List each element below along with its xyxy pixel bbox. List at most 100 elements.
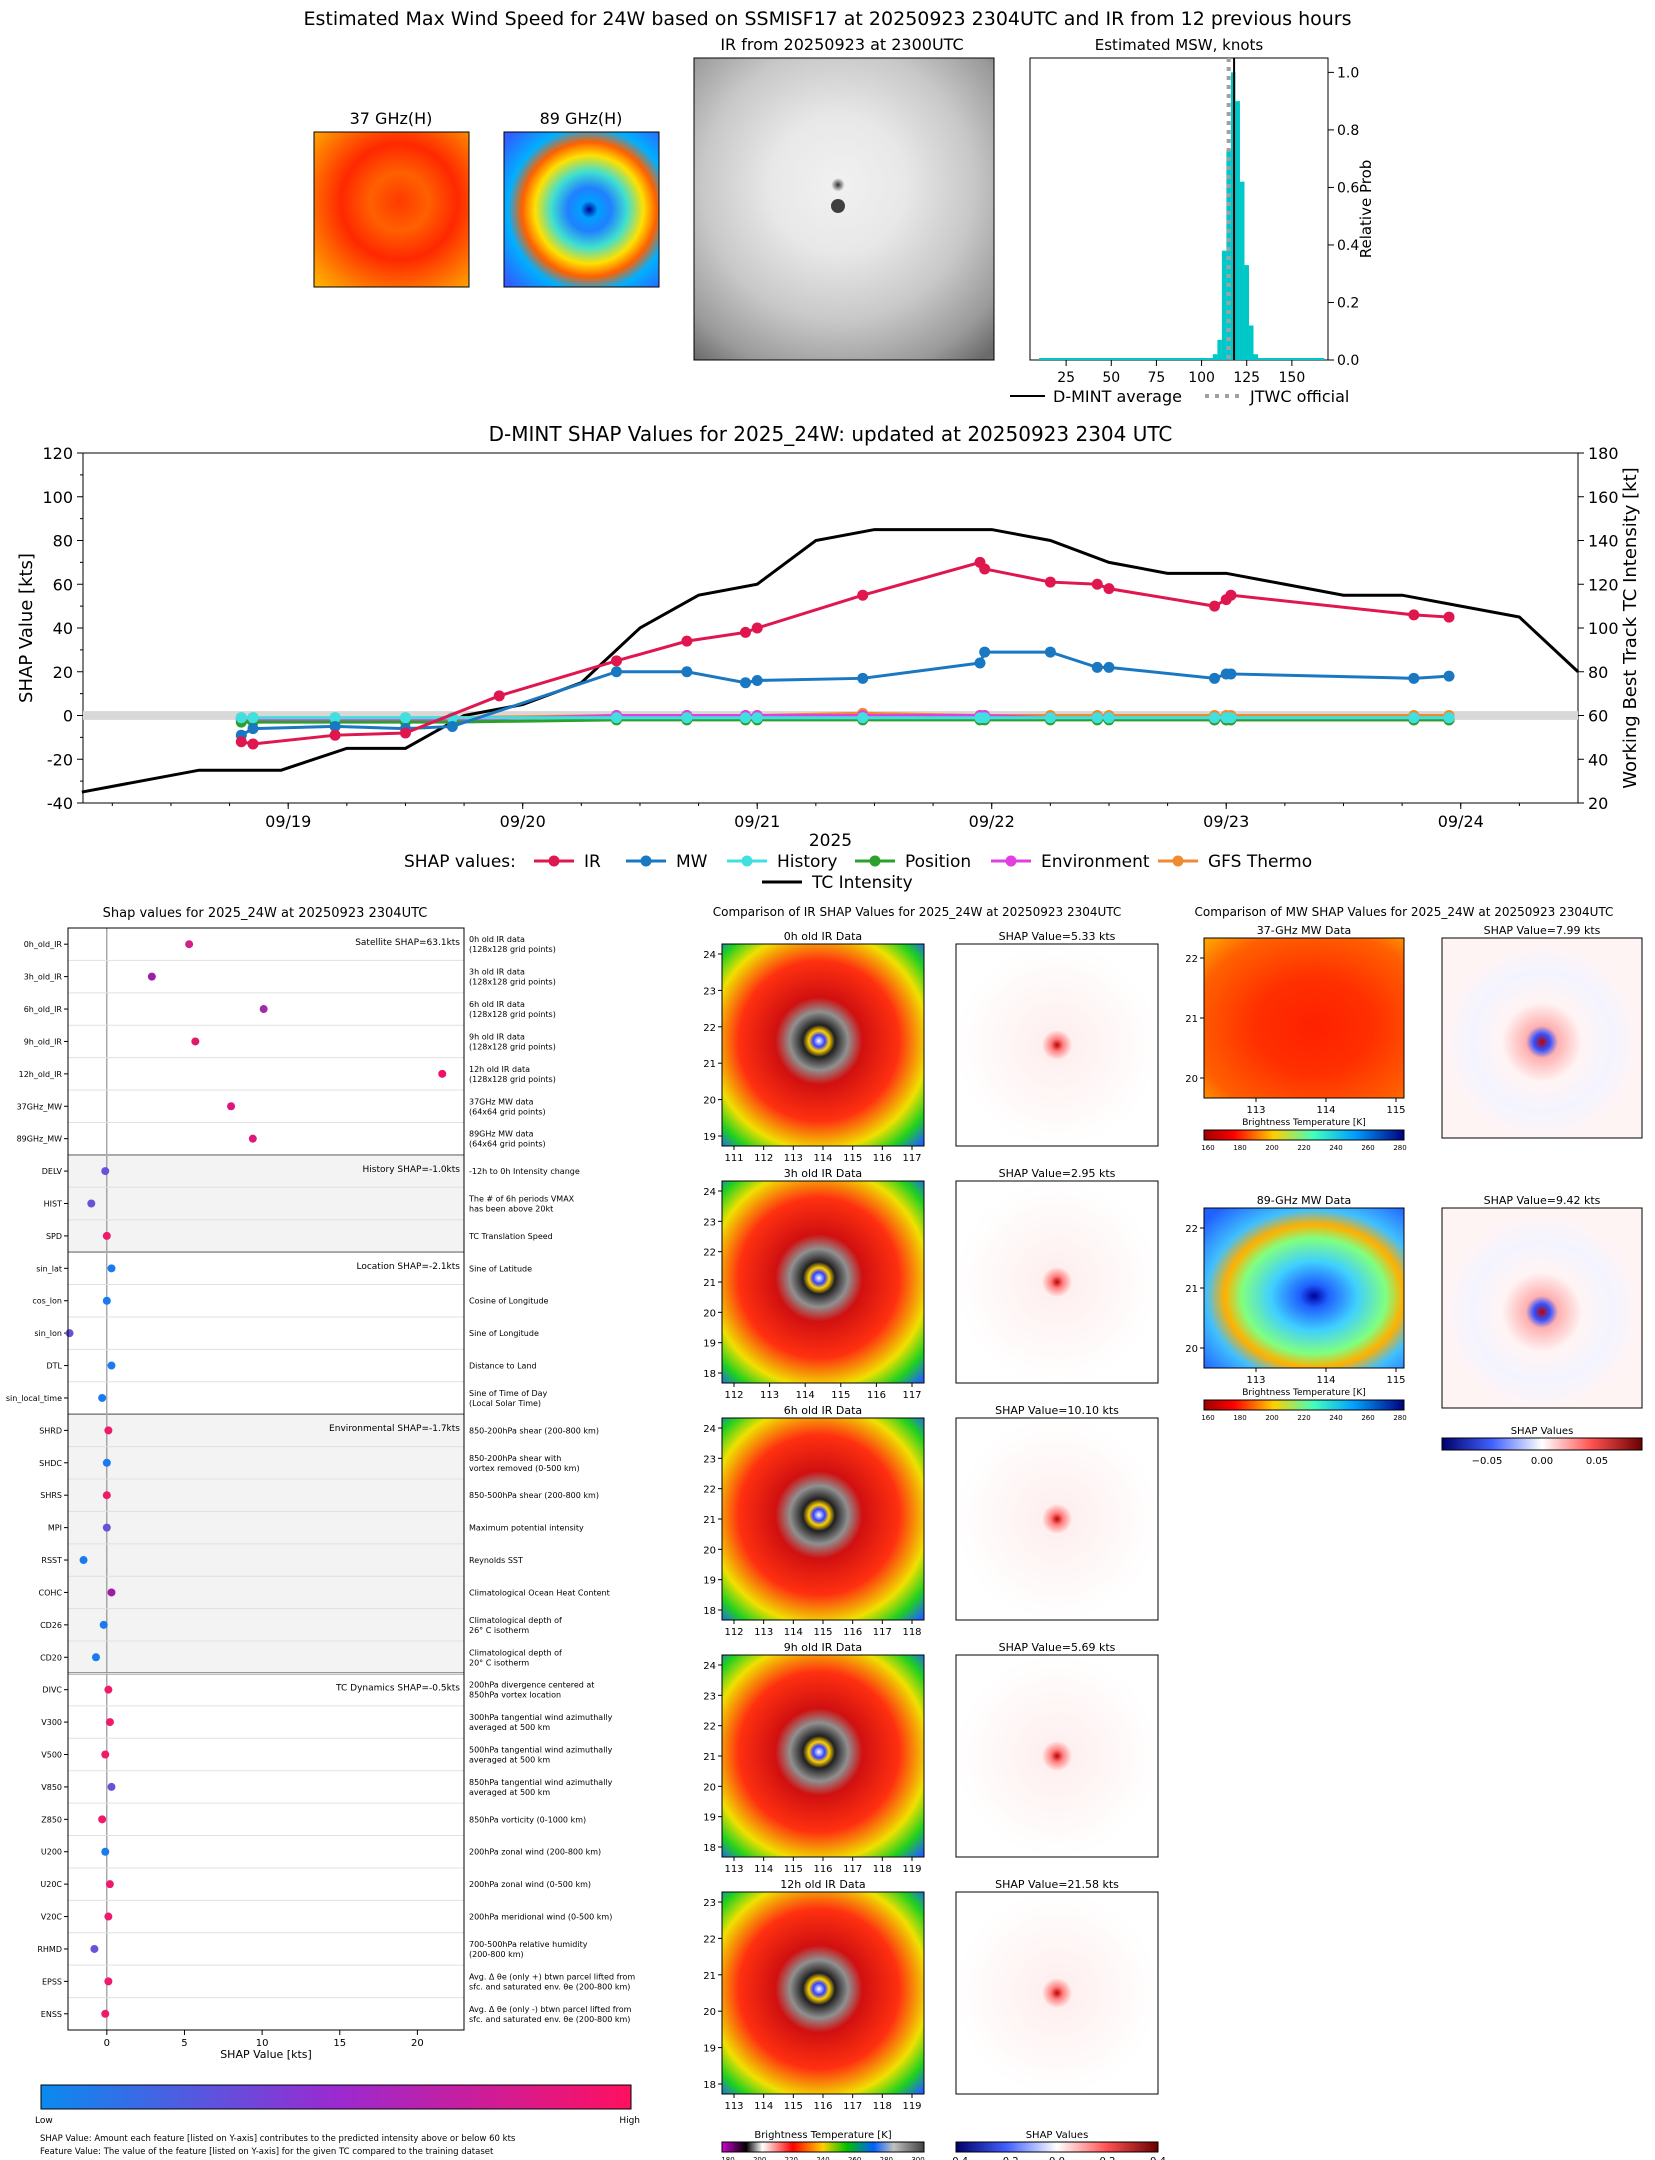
feature-point <box>104 1977 113 1986</box>
ir-image <box>721 943 925 1147</box>
feature-description: sfc. and saturated env. θe (200-800 km) <box>469 1982 630 1991</box>
legend-marker <box>640 855 652 867</box>
mw-colorbar-tick: 180 <box>1233 1144 1246 1152</box>
ir-row-title: 3h old IR Data <box>784 1167 862 1180</box>
feature-label: V850 <box>41 1783 62 1792</box>
ir-xtick-label: 113 <box>760 1390 779 1401</box>
ir-colorbar-tick: 220 <box>785 2156 798 2160</box>
ir-row-title: 9h old IR Data <box>784 1641 862 1654</box>
mw-colorbar <box>1203 1129 1405 1141</box>
ir-xtick-label: 118 <box>873 1864 892 1875</box>
ir-ytick-label: 22 <box>703 1248 716 1259</box>
feature-description: (64x64 grid points) <box>469 1107 546 1116</box>
ir-xtick-label: 117 <box>902 1390 921 1401</box>
ir-row-title: 6h old IR Data <box>784 1404 862 1417</box>
mw-shap-title: SHAP Value=9.42 kts <box>1484 1194 1601 1207</box>
msw-xtick-label: 125 <box>1233 370 1260 386</box>
feature-label: 9h_old_IR <box>24 1037 63 1046</box>
series-point-history <box>329 712 341 724</box>
ir-ytick-label: 23 <box>703 1217 716 1228</box>
feature-description: Climatological Ocean Heat Content <box>469 1588 610 1597</box>
legend-marker <box>869 855 881 867</box>
feature-description: 89GHz MW data <box>469 1130 534 1139</box>
beeswarm-xlabel: SHAP Value [kts] <box>220 2048 312 2061</box>
msw-ytick-label: 0.8 <box>1337 123 1359 139</box>
mw-colorbar-tick: 240 <box>1329 1414 1342 1422</box>
mw-colorbar-tick: 160 <box>1201 1414 1214 1422</box>
ir-ytick-label: 21 <box>703 1515 716 1526</box>
msw-bar <box>1226 150 1231 360</box>
feature-description: 850-500hPa shear (200-800 km) <box>469 1491 599 1500</box>
ir-ytick-label: 20 <box>703 1096 716 1107</box>
feature-shap-chart: Shap values for 2025_24W at 20250923 230… <box>6 906 640 2126</box>
msw-ylabel: Relative Prob <box>1357 160 1375 259</box>
feature-description: Sine of Longitude <box>469 1329 539 1338</box>
mw-xtick-label: 115 <box>1386 1375 1405 1386</box>
xtick-label: 09/22 <box>969 812 1015 831</box>
ir-xtick-label: 117 <box>873 1627 892 1638</box>
ir-compare-title: Comparison of IR SHAP Values for 2025_24… <box>713 905 1122 919</box>
series-point-mw <box>1225 668 1237 680</box>
ir-ytick-label: 24 <box>703 950 716 961</box>
y2tick-label: 80 <box>1588 663 1608 682</box>
legend-marker <box>548 855 560 867</box>
msw-xtick-label: 25 <box>1057 370 1075 386</box>
series-point-history <box>979 712 991 724</box>
ghz89-title: 89 GHz(H) <box>540 109 623 128</box>
legend-label-tc: TC Intensity <box>811 873 913 893</box>
ir-colorbar-title: Brightness Temperature [K] <box>754 2130 891 2141</box>
series-point-history <box>1209 712 1221 724</box>
feature-label: 0h_old_IR <box>24 940 63 949</box>
feature-point <box>107 1782 116 1791</box>
feature-point <box>107 1361 116 1370</box>
series-point-history <box>1091 712 1103 724</box>
legend-marker <box>1172 855 1184 867</box>
ir-title: IR from 20250923 at 2300UTC <box>720 35 963 54</box>
msw-bar <box>1217 339 1222 360</box>
series-point-mw <box>974 657 986 669</box>
series-point-mw <box>1091 661 1103 673</box>
feature-label: 6h_old_IR <box>24 1005 63 1014</box>
ir-colorbar-tick: 200 <box>753 2156 766 2160</box>
ir-row-title: 12h old IR Data <box>780 1878 865 1891</box>
legend-label: IR <box>584 852 601 872</box>
series-point-mw <box>1044 646 1056 658</box>
series-point-history <box>1044 712 1056 724</box>
series-point-ir <box>493 690 505 702</box>
series-point-ir <box>611 655 623 667</box>
ir-xtick-label: 113 <box>784 1153 803 1164</box>
ir-xtick-label: 114 <box>796 1390 815 1401</box>
feature-description: 850-200hPa shear with <box>469 1454 561 1463</box>
ytick-label: 100 <box>42 488 73 507</box>
beeswarm-xtick-label: 0 <box>104 2038 110 2049</box>
group-band <box>68 1154 464 1253</box>
legend-label: Position <box>905 852 971 872</box>
series-point-mw <box>739 677 751 689</box>
ir-xtick-label: 117 <box>843 2101 862 2112</box>
ir-xtick-label: 114 <box>813 1153 832 1164</box>
ir-ytick-label: 24 <box>703 1187 716 1198</box>
group-band <box>68 928 464 1155</box>
feature-point <box>102 1231 111 1240</box>
mw-comparison-panel: Comparison of MW SHAP Values for 2025_24… <box>1185 905 1643 1467</box>
ir-xtick-label: 112 <box>724 1390 743 1401</box>
beeswarm-xtick-label: 10 <box>256 2038 269 2049</box>
series-point-mw <box>611 666 623 678</box>
feature-point <box>101 2009 110 2018</box>
feature-description: 26° C isotherm <box>469 1626 529 1635</box>
series-point-ir <box>1443 611 1455 623</box>
mw-shap-colorbar-tick: 0.05 <box>1586 1456 1608 1467</box>
beeswarm-title: Shap values for 2025_24W at 20250923 230… <box>103 906 428 921</box>
feature-label: 37GHz_MW <box>17 1102 62 1111</box>
feature-label: COHC <box>39 1588 63 1597</box>
feature-point <box>98 1815 107 1824</box>
ghz37-title: 37 GHz(H) <box>350 109 433 128</box>
feature-point <box>99 1620 108 1629</box>
ir-image <box>721 1417 925 1621</box>
feature-description: Distance to Land <box>469 1362 537 1371</box>
feature-description: 200hPa zonal wind (200-800 km) <box>469 1848 601 1857</box>
feature-description: 0h old IR data <box>469 935 525 944</box>
legend-marker <box>741 855 753 867</box>
series-point-history <box>247 712 259 724</box>
series-point-ir <box>681 635 693 647</box>
